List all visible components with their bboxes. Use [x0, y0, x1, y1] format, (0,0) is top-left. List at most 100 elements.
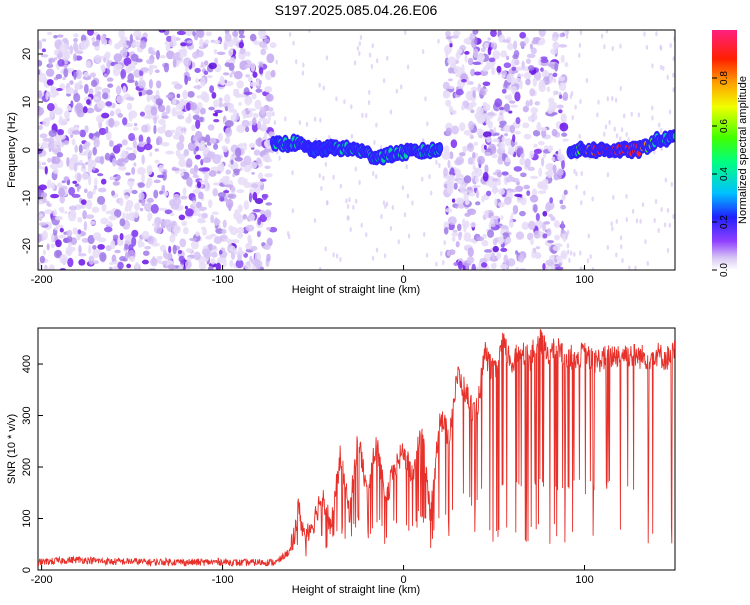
spectral-blob: [63, 67, 69, 78]
spectral-blob: [195, 119, 201, 130]
spectral-blob: [55, 215, 63, 221]
spectral-blob: [257, 30, 267, 37]
spectral-blob: [41, 141, 49, 149]
spectral-blob: [295, 59, 298, 65]
spectral-blob: [69, 45, 74, 55]
spectral-blob: [213, 49, 218, 55]
spectral-blob: [301, 70, 305, 76]
spectral-blob: [615, 133, 619, 139]
spectral-blob: [222, 219, 227, 229]
spectral-blob: [185, 248, 193, 253]
spectral-blob: [203, 92, 210, 103]
spectral-blob: [198, 167, 207, 172]
spectral-blob: [110, 176, 117, 181]
spectral-blob: [237, 176, 246, 186]
spectral-blob: [139, 111, 146, 117]
spectral-blob: [92, 146, 98, 156]
spectral-blob: [88, 255, 95, 265]
spectral-blob: [254, 198, 264, 205]
spectral-blob: [190, 239, 199, 250]
spectral-blob: [190, 102, 198, 111]
spectral-blob: [58, 187, 66, 198]
spectral-blob: [38, 90, 43, 99]
spectral-blob: [668, 222, 672, 228]
spectral-blob: [552, 164, 557, 174]
spectral-blob: [49, 163, 59, 170]
spectral-blob: [512, 54, 519, 60]
spectral-blob: [126, 102, 133, 111]
spectral-blob: [65, 246, 73, 257]
spectral-blob: [614, 97, 618, 103]
spectral-blob: [672, 87, 675, 93]
spectral-blob: [50, 193, 60, 199]
spectral-blob: [38, 200, 44, 205]
spectral-blob: [457, 260, 463, 270]
spectral-blob: [176, 141, 185, 151]
spectral-blob: [105, 126, 109, 134]
spectral-blob: [153, 179, 161, 184]
spectral-blob: [501, 171, 509, 176]
spectral-blob: [511, 70, 519, 74]
spectral-blob: [216, 51, 226, 55]
spectral-blob: [97, 173, 104, 177]
spectral-blob: [205, 31, 213, 37]
spectral-blob: [204, 171, 209, 181]
spectral-blob: [207, 199, 213, 208]
spectral-blob: [77, 253, 87, 257]
spectral-blob: [604, 124, 608, 130]
spectral-blob: [450, 35, 459, 39]
spectral-blob: [211, 92, 217, 99]
spectral-blob: [558, 76, 565, 82]
spectral-blob: [138, 134, 144, 143]
spectral-blob: [92, 132, 101, 137]
spectral-blob: [517, 73, 524, 78]
snr-xlabel: Height of straight line (km): [292, 584, 420, 596]
spectral-blob: [657, 122, 661, 128]
spectral-blob: [243, 181, 253, 189]
spectral-blob: [358, 50, 361, 56]
spectral-blob: [200, 226, 206, 231]
spectral-blob: [88, 88, 94, 95]
spectral-blob: [83, 83, 89, 94]
spectral-blob: [209, 85, 215, 94]
spectral-blob: [235, 147, 242, 158]
spectral-blob: [38, 106, 45, 116]
spectral-blob: [88, 132, 94, 140]
spectral-blob: [443, 145, 450, 154]
y-tick-label: 200: [21, 458, 33, 476]
spectral-blob: [518, 267, 527, 270]
spectral-blob: [356, 46, 360, 52]
spectral-blob: [103, 226, 113, 233]
spectral-blob: [470, 101, 477, 107]
spectral-blob: [498, 188, 505, 195]
spectral-blob: [133, 202, 141, 211]
spectral-blob: [79, 159, 83, 164]
spectral-blob: [451, 125, 459, 135]
spectral-blob: [140, 67, 150, 72]
spectral-blob: [292, 40, 295, 46]
spectral-blob: [168, 245, 172, 254]
spectral-blob: [264, 165, 271, 169]
spectral-blob: [511, 58, 516, 68]
spectral-blob: [474, 175, 479, 184]
spectral-blob: [86, 99, 91, 105]
spectral-blob: [578, 52, 581, 58]
spectral-blob: [252, 71, 258, 78]
spectral-blob: [192, 136, 197, 142]
spectrogram-ylabel: Frequency (Hz): [6, 112, 18, 188]
spectral-blob: [41, 230, 48, 241]
spectral-blob: [467, 192, 476, 197]
spectral-blob: [83, 221, 88, 231]
spectral-blob: [143, 143, 153, 151]
spectral-blob: [92, 244, 97, 250]
spectral-blob: [252, 112, 259, 119]
spectral-blob: [538, 79, 546, 89]
spectral-blob: [622, 113, 626, 119]
spectral-blob: [142, 115, 152, 119]
spectral-blob: [492, 138, 500, 143]
spectral-blob: [137, 32, 141, 38]
spectral-blob: [238, 101, 242, 106]
spectral-blob: [437, 38, 440, 44]
spectral-blob: [494, 98, 503, 108]
spectral-blob: [235, 214, 245, 223]
